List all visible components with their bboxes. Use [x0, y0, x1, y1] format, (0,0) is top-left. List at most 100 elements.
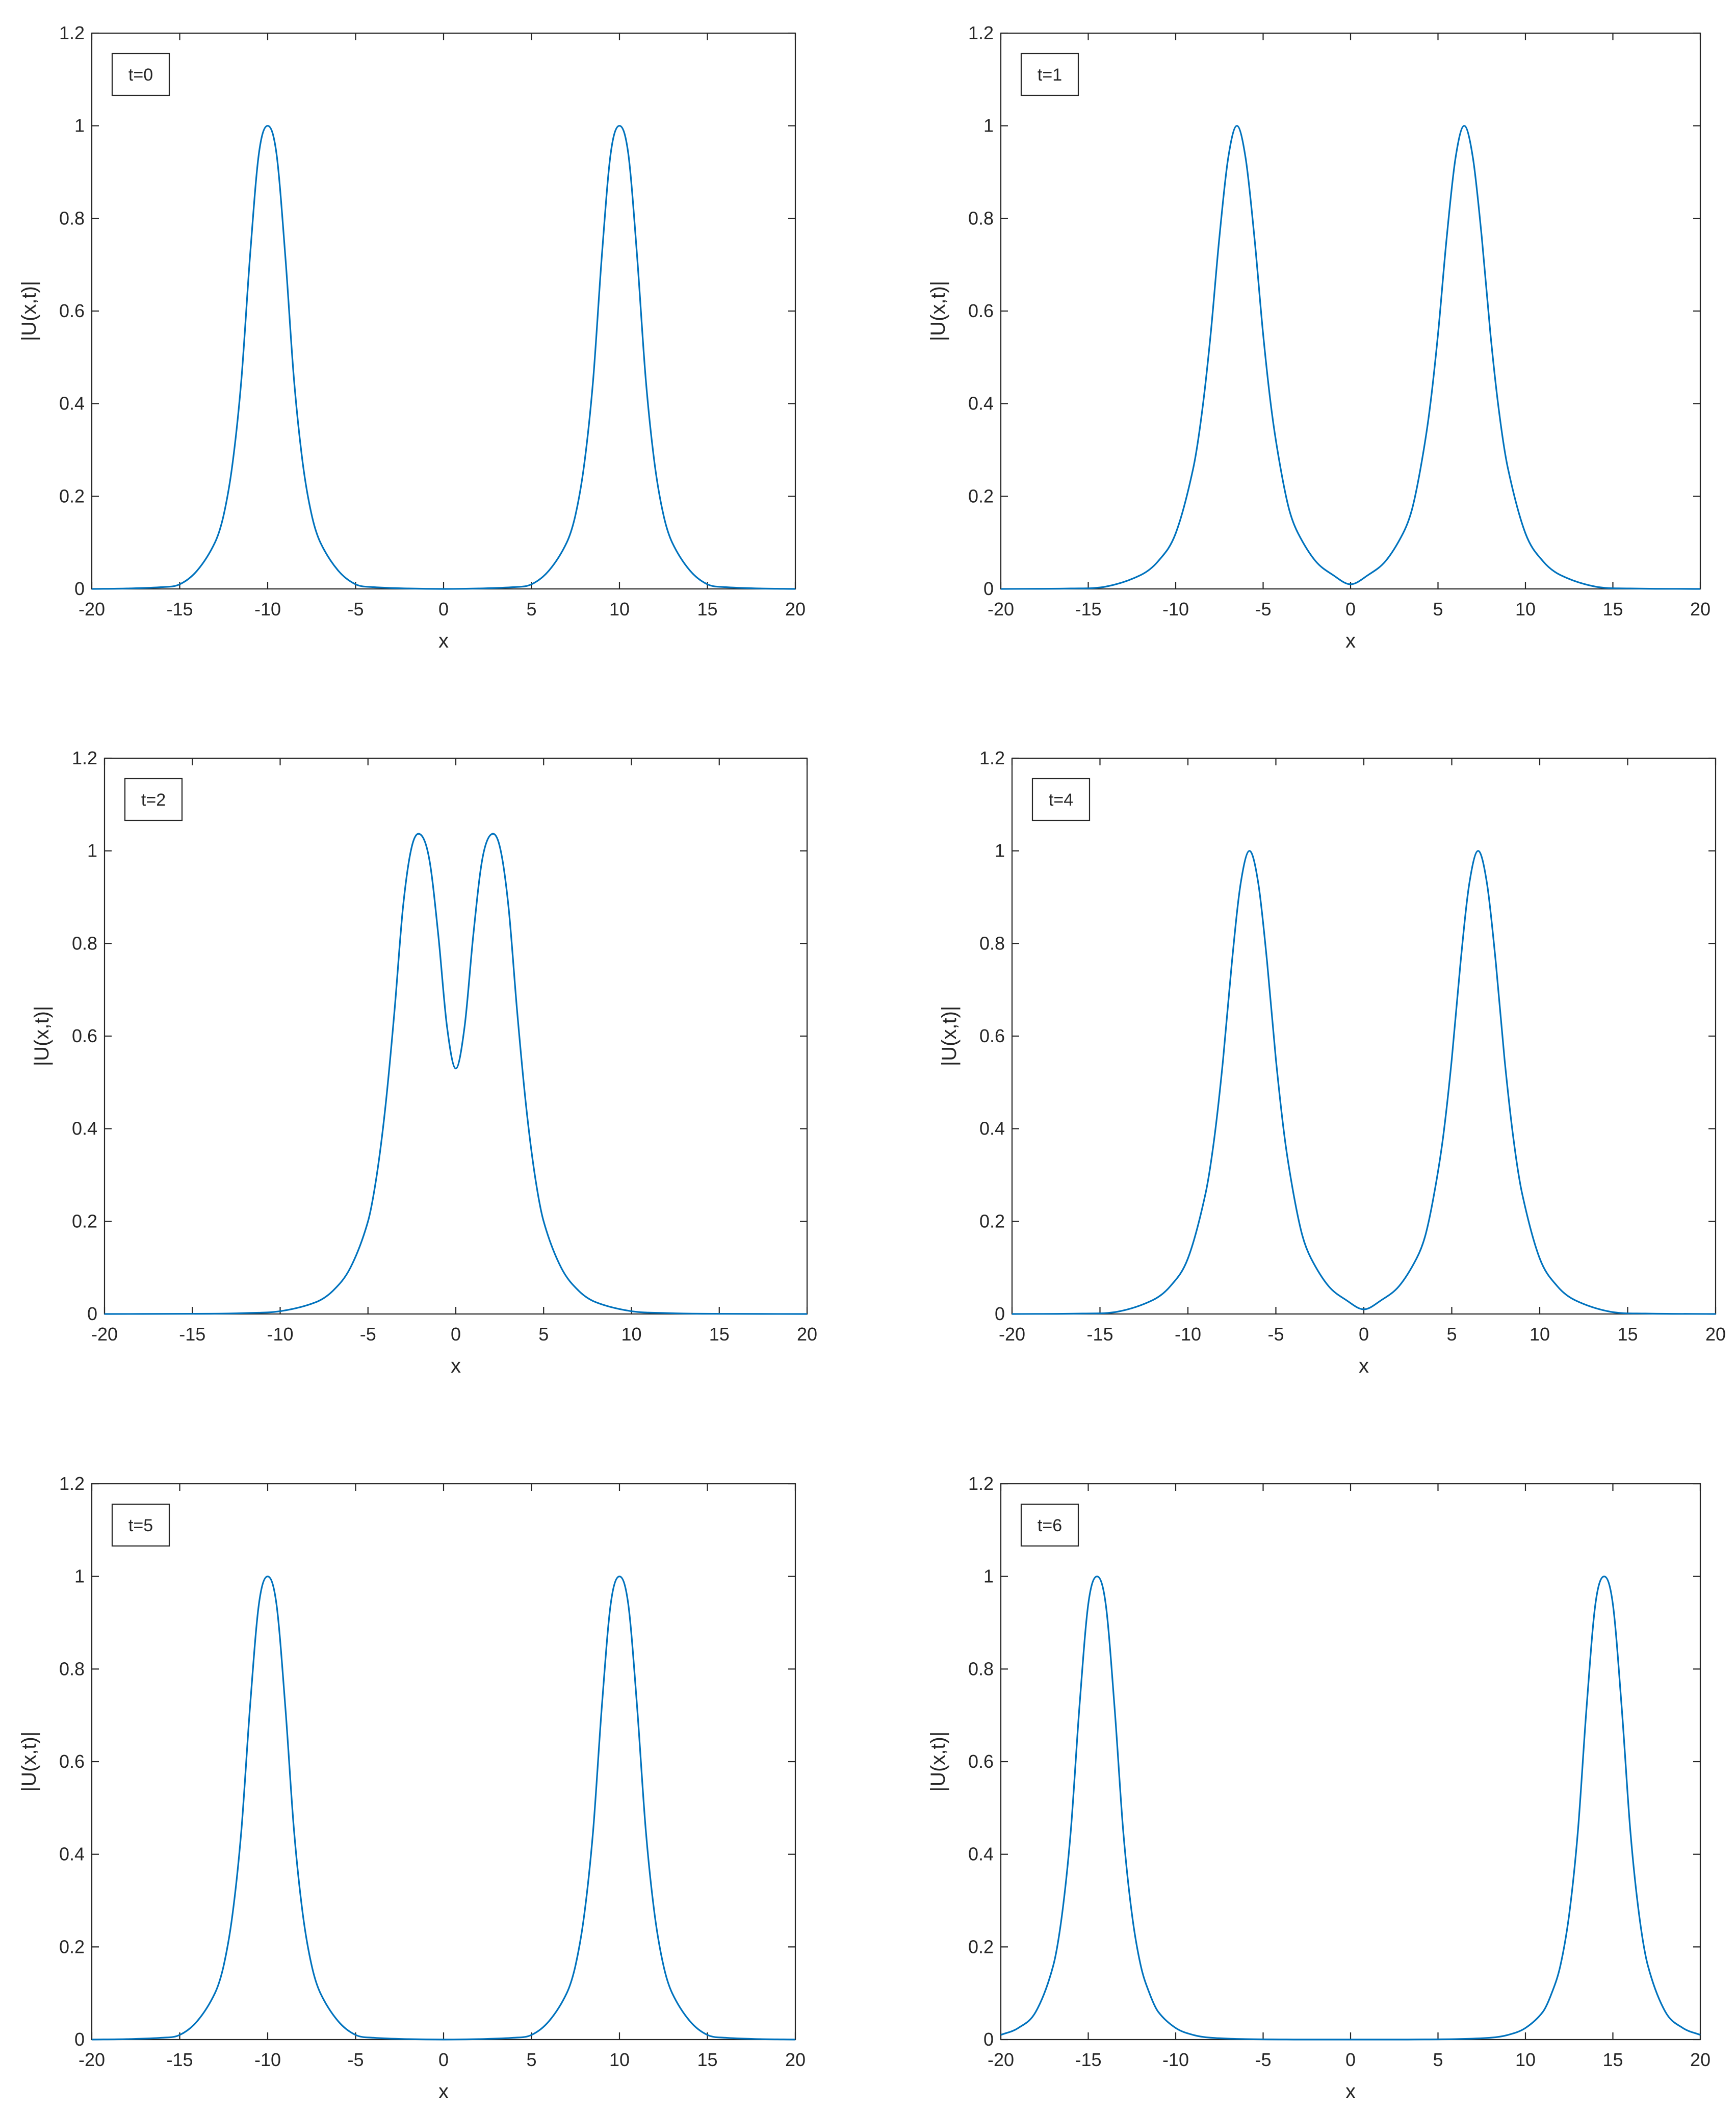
y-tick-label: 0.8	[59, 1658, 85, 1679]
x-tick-label: -15	[1086, 1324, 1113, 1345]
series-line	[1000, 1576, 1701, 2041]
y-tick-label: 0.2	[59, 485, 85, 506]
x-tick-label: 5	[526, 599, 536, 620]
annotation-box	[124, 778, 183, 821]
x-tick-label: 5	[1433, 2049, 1443, 2070]
series-line	[91, 1576, 796, 2041]
x-tick-label: 0	[1345, 599, 1356, 620]
series-line	[1012, 850, 1716, 1315]
x-tick-label: 20	[797, 1324, 817, 1345]
x-axis-label: x	[1345, 2080, 1356, 2103]
chart-panel: -20 -15 -10 -5 0 5 10 15 20 0 0.2 0.4 0.6 0.8 1 1.2 x |U(…	[18, 22, 806, 652]
y-tick-label: 0	[74, 2029, 85, 2050]
y-tick-label: 0.2	[968, 485, 994, 506]
y-tick-label: 0.4	[72, 1118, 97, 1139]
x-tick-label: 0	[438, 599, 449, 620]
annotation-label: t=1	[1038, 65, 1062, 85]
y-axis-label: |U(x,t)|	[18, 281, 40, 342]
y-tick-label: 1.2	[968, 1473, 994, 1494]
y-tick-label: 0.6	[968, 1751, 994, 1772]
x-tick-label: 5	[526, 2049, 536, 2070]
x-tick-label: -10	[1162, 599, 1189, 620]
x-tick-label: 0	[1345, 2049, 1356, 2070]
x-tick-label: 5	[1446, 1324, 1457, 1345]
x-tick-label: 10	[609, 2049, 630, 2070]
x-tick-label: -5	[347, 2049, 364, 2070]
chart-panel: -20 -15 -10 -5 0 5 10 15 20 0 0.2 0.4 0.6 0.8 1 1.2 x |U(…	[31, 747, 817, 1377]
annotation-label: t=6	[1038, 1516, 1062, 1535]
x-tick-label: -15	[1075, 599, 1101, 620]
x-tick-label: -20	[79, 2049, 105, 2070]
y-tick-label: 1	[74, 115, 85, 136]
x-tick-label: -15	[1075, 2049, 1101, 2070]
y-tick-label: 1	[995, 840, 1005, 861]
x-tick-label: -10	[254, 2049, 281, 2070]
y-axis-label: |U(x,t)|	[927, 1732, 949, 1792]
x-axis-label: x	[451, 1355, 461, 1377]
y-tick-label: 0.4	[968, 393, 994, 414]
y-tick-label: 0.8	[979, 933, 1005, 953]
x-tick-label: 20	[1705, 1324, 1726, 1345]
x-tick-label: 20	[1690, 2049, 1711, 2070]
y-tick-label: 0	[87, 1303, 97, 1324]
y-tick-label: 0	[74, 578, 85, 599]
y-tick-label: 0	[983, 578, 994, 599]
x-tick-label: -10	[267, 1324, 293, 1345]
x-axis-label: x	[438, 630, 449, 652]
x-tick-label: 15	[1602, 599, 1623, 620]
y-tick-label: 0	[995, 1303, 1005, 1324]
chart-panel: -20 -15 -10 -5 0 5 10 15 20 0 0.2 0.4 0.6 0.8 1 1.2 x |U(…	[18, 1473, 806, 2103]
y-tick-label: 0.6	[968, 300, 994, 321]
y-axis-label: |U(x,t)|	[31, 1006, 53, 1067]
x-tick-label: -20	[999, 1324, 1025, 1345]
y-axis-label: |U(x,t)|	[938, 1006, 961, 1067]
chart-panel: -20 -15 -10 -5 0 5 10 15 20 0 0.2 0.4 0.6 0.8 1 1.2 x |U(…	[927, 1473, 1711, 2103]
annotation-label: t=2	[141, 790, 166, 810]
panels: -20 -15 -10 -5 0 5 10 15 2000.20.40.60.811.2x|U(…	[18, 22, 1726, 2103]
chart-panel: -20 -15 -10 -5 0 5 10 15 20 0 0.2 0.4 0.6 0.8 1 1.2 x |U(…	[938, 747, 1726, 1377]
y-tick-label: 0.8	[72, 933, 97, 953]
y-tick-label: 1	[983, 1566, 994, 1587]
y-tick-label: 0	[983, 2029, 994, 2050]
y-tick-label: 0.6	[979, 1025, 1005, 1046]
x-tick-label: -20	[79, 599, 105, 620]
y-tick-label: 0.4	[59, 393, 85, 414]
x-tick-label: 15	[697, 2049, 717, 2070]
x-tick-label: 0	[438, 2049, 449, 2070]
y-tick-label: 0.4	[968, 1844, 994, 1865]
x-tick-label: -20	[988, 599, 1014, 620]
x-tick-label: -5	[347, 599, 364, 620]
x-tick-label: 10	[609, 599, 630, 620]
x-tick-label: 10	[1515, 2049, 1536, 2070]
x-tick-label: 0	[1359, 1324, 1369, 1345]
annotation-box	[111, 1503, 170, 1547]
annotation-label: t=5	[128, 1516, 153, 1535]
y-axis-label: |U(x,t)|	[18, 1732, 40, 1792]
x-tick-label: 0	[451, 1324, 461, 1345]
y-tick-label: 0.8	[968, 1658, 994, 1679]
x-tick-label: -20	[988, 2049, 1014, 2070]
y-tick-label: 1.2	[968, 22, 994, 43]
annotation-label: t=4	[1049, 790, 1073, 810]
x-tick-label: -5	[1255, 2049, 1271, 2070]
y-tick-label: 1	[74, 1566, 85, 1587]
x-tick-label: 5	[538, 1324, 549, 1345]
x-axis-label: x	[1359, 1355, 1369, 1377]
y-tick-label: 0.8	[59, 208, 85, 228]
x-tick-label: -5	[1255, 599, 1271, 620]
x-axis-label: x	[438, 2080, 449, 2103]
y-tick-label: 1	[983, 115, 994, 136]
y-tick-label: 1.2	[59, 1473, 85, 1494]
x-tick-label: -20	[91, 1324, 118, 1345]
x-tick-label: -15	[179, 1324, 205, 1345]
x-tick-label: -15	[166, 2049, 193, 2070]
series-line	[104, 833, 808, 1315]
x-tick-label: 5	[1433, 599, 1443, 620]
annotation-label: t=0	[128, 65, 153, 85]
annotation-box	[1020, 53, 1079, 96]
y-tick-label: 0.2	[59, 1936, 85, 1957]
x-tick-label: 10	[1515, 599, 1536, 620]
series-line	[1000, 125, 1701, 590]
